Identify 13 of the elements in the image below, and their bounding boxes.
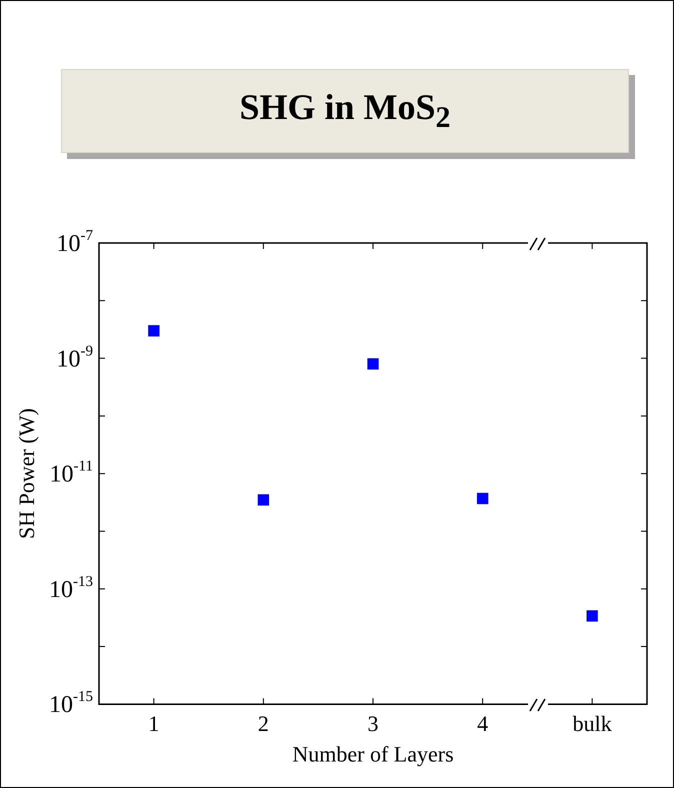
x-tick-label: 3 xyxy=(368,711,378,736)
point xyxy=(367,358,379,370)
x-tick-label: 4 xyxy=(477,711,488,736)
x-tick-label: 2 xyxy=(258,711,269,736)
x-tick-label: bulk xyxy=(572,711,612,736)
point xyxy=(586,610,598,622)
point xyxy=(476,492,488,504)
x-axis-title: Number of Layers xyxy=(292,742,454,767)
y-axis-title: SH Power (W) xyxy=(14,408,39,539)
chart-title: SHG in MoS$_{2}$ xyxy=(239,86,451,136)
point xyxy=(258,494,270,506)
point xyxy=(148,325,160,336)
x-tick-label: 1 xyxy=(148,711,160,736)
